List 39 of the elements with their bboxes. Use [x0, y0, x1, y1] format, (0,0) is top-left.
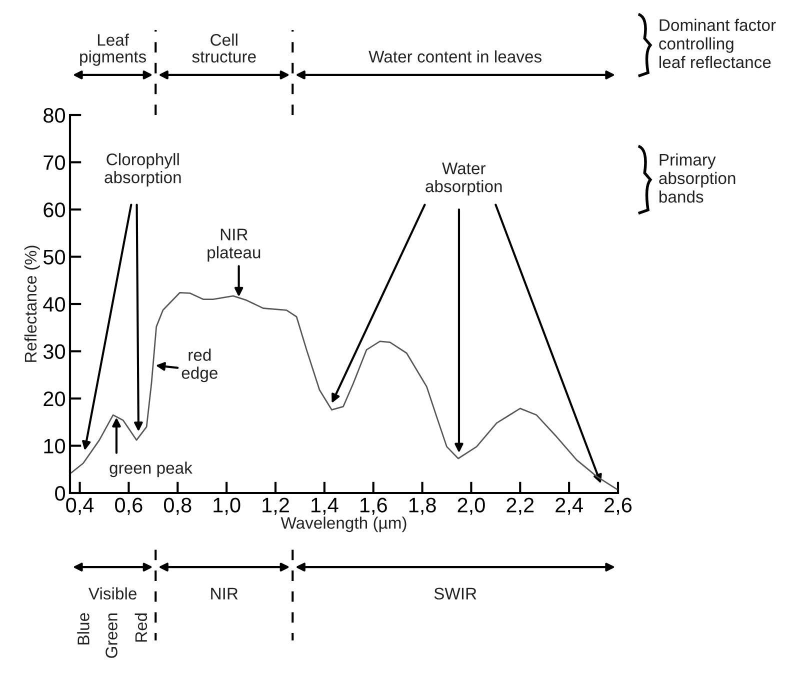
x-tick-label: 0,8	[164, 498, 192, 515]
text: Cell structure	[192, 34, 256, 63]
y-tick-label: 30	[43, 344, 66, 360]
annotation: Water absorption	[426, 162, 502, 196]
annotation: Clorophyll absorption	[104, 153, 181, 187]
text: Water content in leaves	[368, 50, 542, 63]
text: Red	[134, 614, 148, 642]
x-tick-label: 2,0	[458, 498, 485, 515]
y-tick-label: 40	[43, 297, 66, 312]
x-tick-label: 1,2	[262, 498, 289, 515]
text: NIR	[211, 588, 238, 600]
text: Blue	[77, 613, 90, 644]
x-tick-label: 1,8	[409, 498, 436, 515]
text: Primary absorption bands	[659, 153, 736, 203]
text: SWIR	[434, 588, 476, 600]
x-tick-label: 1,0	[214, 498, 240, 515]
y-tick-label: 80	[44, 108, 66, 123]
y-tick-label: 10	[44, 438, 66, 454]
x-tick-label: 1,6	[360, 498, 387, 515]
x-tick-label: 0,4	[66, 498, 94, 515]
y-tick-label: 0	[55, 486, 66, 501]
annotation: NIR plateau	[208, 228, 260, 262]
text: Leaf pigments	[80, 34, 146, 66]
x-tick-label: 2,4	[556, 498, 583, 515]
y-axis-title: Reflectance (%)	[24, 246, 40, 362]
y-tick-label: 70	[44, 155, 66, 170]
y-tick-label: 50	[43, 250, 66, 265]
x-tick-label: 2,6	[604, 498, 632, 515]
annotation: green peak	[110, 462, 192, 478]
y-tick-label: 60	[44, 202, 66, 218]
x-tick-label: 2,2	[506, 498, 534, 515]
annotation: red edge	[182, 348, 218, 382]
x-axis-title: Wavelength (µm)	[280, 516, 406, 532]
y-tick-label: 20	[44, 392, 66, 406]
text: Green	[106, 614, 118, 658]
text: Visible	[88, 587, 136, 600]
text: Dominant factor controlling leaf reflectance	[659, 18, 776, 68]
x-tick-label: 1,4	[312, 498, 338, 515]
x-tick-label: 0,6	[115, 498, 142, 515]
